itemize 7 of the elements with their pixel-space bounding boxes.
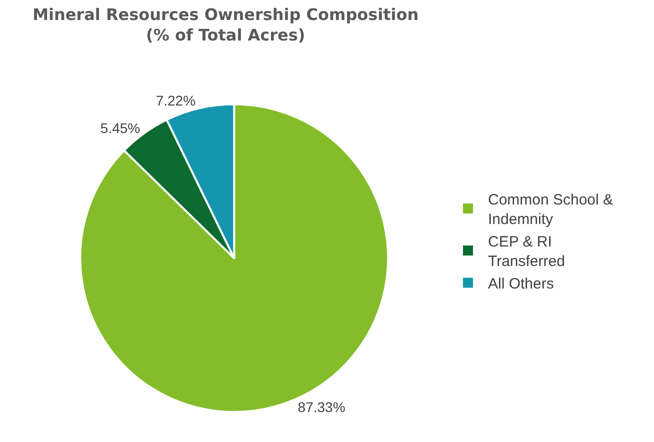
data-label: 7.22% [156,92,196,109]
legend-label: All Others [488,276,554,293]
chart-title: Mineral Resources Ownership Composition (% of Total Acres) [32,4,419,45]
data-label: 87.33% [298,398,346,415]
legend-label: Common School & Indemnity [488,192,614,228]
legend-label: CEP & RI Transferred [488,234,565,270]
data-label: 5.45% [100,120,140,136]
